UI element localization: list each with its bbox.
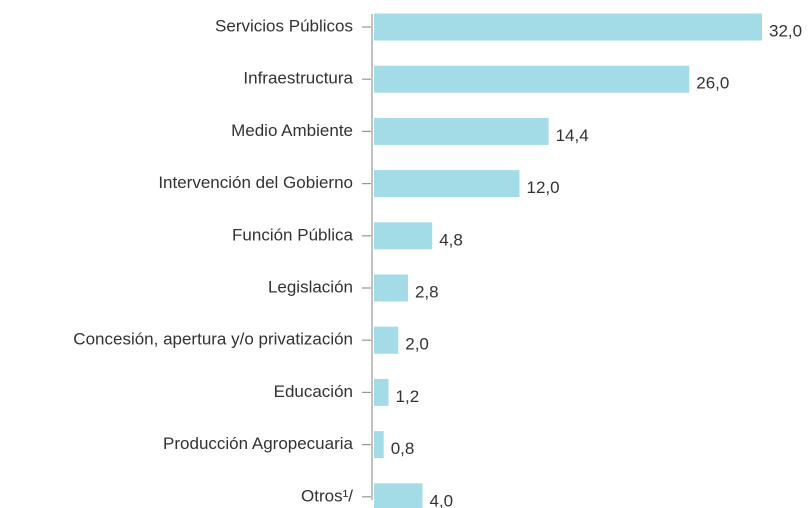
bar — [374, 222, 433, 250]
category-label: Intervención del Gobierno — [158, 173, 353, 192]
value-label: 1,2 — [396, 387, 420, 406]
category-label: Producción Agropecuaria — [163, 434, 354, 453]
value-label: 12,0 — [527, 178, 560, 197]
category-label: Infraestructura — [243, 69, 353, 88]
category-label: Función Pública — [232, 225, 354, 244]
bar — [374, 170, 520, 198]
value-label: 26,0 — [696, 74, 729, 93]
bar — [374, 431, 384, 459]
bar — [374, 483, 423, 508]
value-label: 4,8 — [439, 230, 463, 249]
category-label: Medio Ambiente — [231, 121, 353, 140]
category-label: Educación — [274, 382, 353, 401]
bar — [374, 274, 408, 302]
bar — [374, 326, 399, 354]
value-label: 2,0 — [405, 335, 429, 354]
category-label: Servicios Públicos — [215, 16, 353, 35]
category-label: Concesión, apertura y/o privatización — [73, 330, 353, 349]
bar — [374, 117, 549, 145]
value-label: 4,0 — [430, 491, 454, 508]
value-label: 14,4 — [556, 126, 589, 145]
value-label: 32,0 — [769, 21, 802, 40]
category-label: Legislación — [268, 277, 353, 296]
category-label: Otros¹/ — [301, 486, 353, 505]
bar — [374, 378, 389, 406]
value-label: 0,8 — [391, 439, 415, 458]
bar — [374, 65, 690, 93]
bar — [374, 13, 762, 41]
value-label: 2,8 — [415, 282, 439, 301]
